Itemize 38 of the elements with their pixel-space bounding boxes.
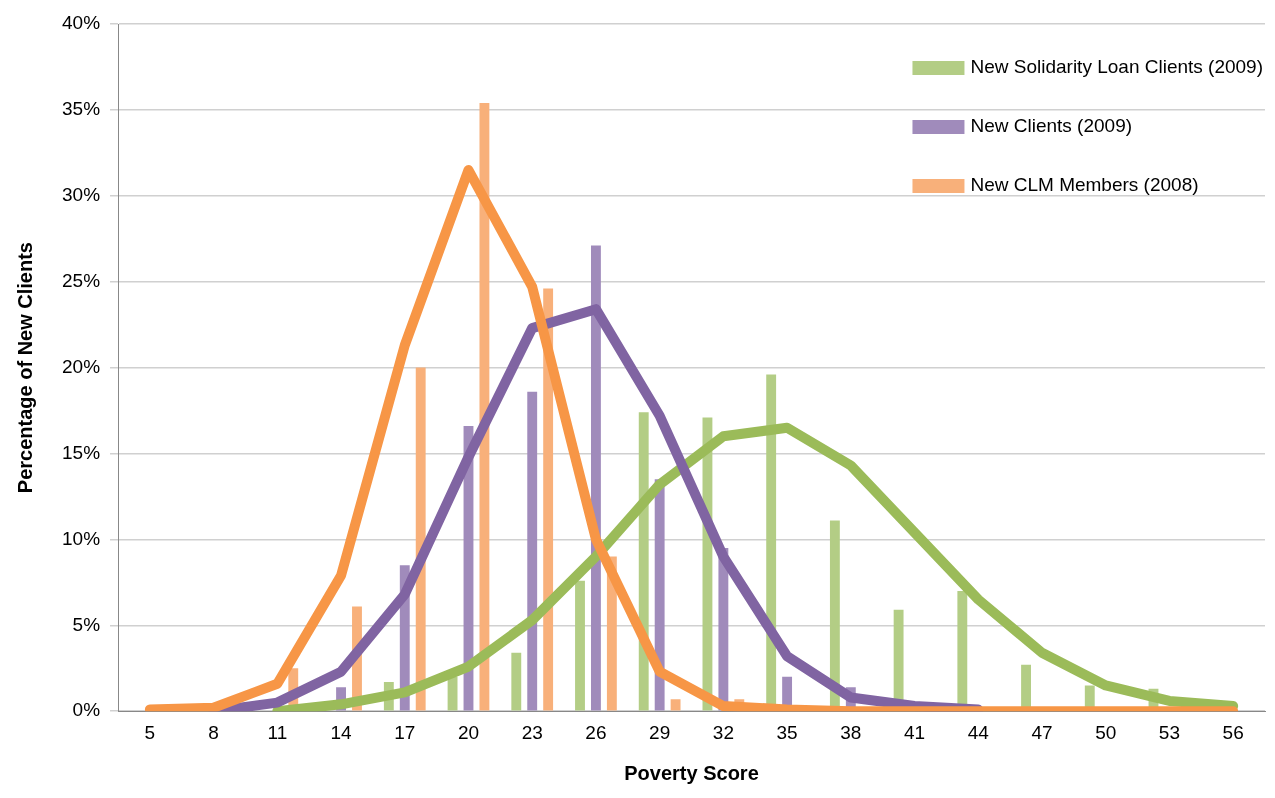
x-tick-label: 56 [1222, 721, 1244, 743]
bar [575, 580, 585, 711]
x-tick-label: 20 [457, 721, 480, 743]
x-tick-label: 26 [585, 721, 607, 743]
x-tick-label: 53 [1158, 721, 1180, 743]
x-tick-label: 17 [394, 721, 416, 743]
y-tick-label: 40% [62, 12, 101, 34]
bar [447, 676, 458, 711]
x-tick-label: 47 [1031, 721, 1053, 743]
x-tick-label: 41 [903, 721, 926, 743]
y-tick-label: 10% [62, 527, 101, 549]
x-tick-label: 5 [144, 721, 156, 743]
x-tick-label: 50 [1095, 721, 1117, 743]
x-tick-label: 8 [208, 721, 219, 743]
x-tick-label: 29 [649, 721, 671, 743]
y-tick-label: 30% [62, 184, 101, 206]
bar [479, 103, 490, 711]
bar [670, 699, 681, 711]
legend-label: New Clients (2009) [970, 115, 1133, 137]
y-tick-label: 5% [72, 613, 101, 635]
x-tick-label: 35 [776, 721, 798, 743]
y-tick-label: 35% [62, 98, 101, 120]
x-tick-label: 23 [521, 721, 543, 743]
legend-label: New CLM Members (2008) [970, 174, 1199, 196]
y-axis-title: Percentage of New Clients [13, 242, 36, 494]
legend-label: New Solidarity Loan Clients (2009) [970, 56, 1264, 78]
x-axis-title: Poverty Score [624, 761, 759, 784]
x-tick-label: 11 [267, 721, 288, 743]
y-tick-label: 0% [72, 699, 101, 721]
y-tick-label: 25% [62, 269, 101, 291]
bar [511, 652, 522, 711]
y-tick-label: 15% [62, 441, 101, 463]
x-tick-label: 32 [712, 721, 734, 743]
bar [527, 391, 538, 711]
x-tick-label: 38 [840, 721, 862, 743]
x-tick-label: 44 [967, 721, 990, 743]
x-tick-label: 14 [330, 721, 353, 743]
y-tick-label: 20% [62, 355, 101, 377]
